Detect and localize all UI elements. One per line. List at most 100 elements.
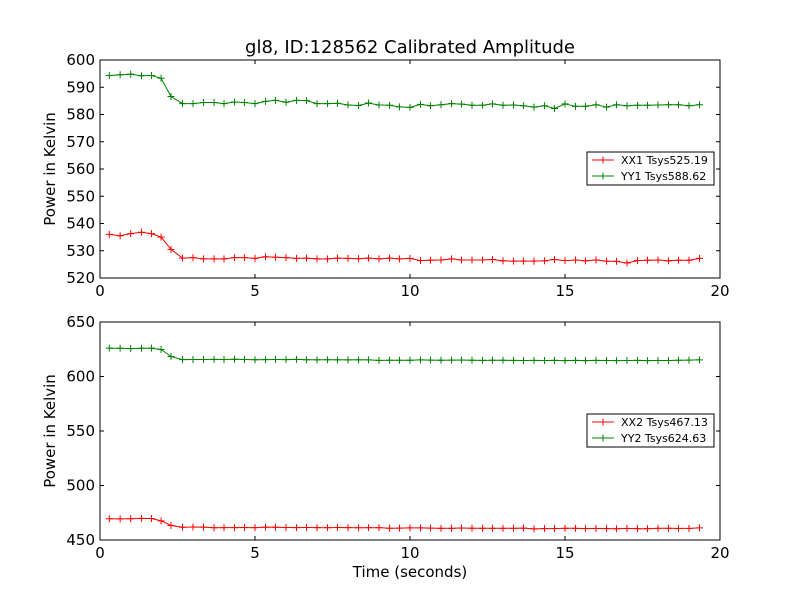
data-point <box>417 524 425 532</box>
data-point <box>561 100 569 108</box>
data-point <box>426 102 434 110</box>
data-point <box>499 257 507 265</box>
data-point <box>488 255 496 263</box>
data-point <box>189 523 197 531</box>
data-point <box>293 254 301 262</box>
data-point <box>364 524 372 532</box>
y-tick-label: 450 <box>66 531 95 549</box>
data-point <box>417 257 425 265</box>
data-point <box>510 257 518 265</box>
data-point <box>437 356 445 364</box>
data-point <box>231 524 239 532</box>
data-point <box>189 100 197 108</box>
data-point <box>550 105 558 113</box>
data-point <box>426 356 434 364</box>
data-point <box>210 99 218 107</box>
data-point <box>157 233 165 241</box>
data-point <box>333 254 341 262</box>
data-point <box>572 102 580 110</box>
data-point <box>251 254 259 262</box>
data-point <box>457 356 465 364</box>
data-point <box>561 257 569 265</box>
data-point <box>572 356 580 364</box>
data-point <box>665 356 673 364</box>
data-point <box>271 355 279 363</box>
x-tick-label: 10 <box>400 544 419 562</box>
data-point <box>271 96 279 104</box>
data-point <box>220 255 228 263</box>
data-point <box>530 356 538 364</box>
data-point <box>375 101 383 109</box>
data-point <box>344 101 352 109</box>
y-tick-label: 650 <box>66 313 95 331</box>
data-point <box>344 356 352 364</box>
data-point <box>479 356 487 364</box>
data-point <box>623 524 631 532</box>
data-point <box>592 356 600 364</box>
data-point <box>479 524 487 532</box>
data-point <box>355 356 363 364</box>
data-point <box>561 524 569 532</box>
data-point <box>375 255 383 263</box>
data-point <box>654 256 662 264</box>
data-point <box>105 72 113 80</box>
data-point <box>364 254 372 262</box>
data-point <box>406 356 414 364</box>
data-point <box>685 524 693 532</box>
data-point <box>541 356 549 364</box>
data-point <box>674 524 682 532</box>
data-point <box>313 356 321 364</box>
data-point <box>282 98 290 106</box>
data-point <box>210 524 218 532</box>
data-point <box>510 524 518 532</box>
data-point <box>147 344 155 352</box>
data-point <box>189 254 197 262</box>
x-tick-label: 0 <box>95 544 105 562</box>
data-point <box>251 524 259 532</box>
data-point <box>302 523 310 531</box>
data-point <box>127 345 135 353</box>
x-tick-label: 5 <box>250 282 260 300</box>
data-point <box>324 524 332 532</box>
data-point <box>395 524 403 532</box>
data-point <box>696 254 704 262</box>
data-point <box>550 255 558 263</box>
data-point <box>231 98 239 106</box>
data-point <box>200 255 208 263</box>
data-point <box>293 355 301 363</box>
y-tick-label: 570 <box>66 133 95 151</box>
legend-label: YY1 Tsys588.62 <box>620 170 706 183</box>
data-point <box>116 515 124 523</box>
data-point <box>147 230 155 238</box>
data-point <box>262 253 270 261</box>
data-point <box>510 101 518 109</box>
data-point <box>581 525 589 533</box>
data-point <box>200 99 208 107</box>
data-point <box>364 99 372 107</box>
x-tick-label: 20 <box>710 282 729 300</box>
data-point <box>231 355 239 363</box>
data-point <box>220 524 228 532</box>
series-line-2 <box>109 347 700 362</box>
data-point <box>696 101 704 109</box>
data-point <box>426 256 434 264</box>
data-point <box>271 523 279 531</box>
data-point <box>541 525 549 533</box>
data-point <box>581 257 589 265</box>
data-point <box>178 523 186 531</box>
data-point <box>426 524 434 532</box>
data-point <box>116 232 124 240</box>
data-point <box>395 255 403 263</box>
x-tick-label: 0 <box>95 282 105 300</box>
legend-marker <box>599 434 607 442</box>
legend-marker <box>599 418 607 426</box>
data-point <box>333 356 341 364</box>
data-point <box>178 356 186 364</box>
data-point <box>178 100 186 108</box>
data-point <box>262 356 270 364</box>
data-point <box>147 515 155 523</box>
data-point <box>302 254 310 262</box>
data-point <box>313 255 321 263</box>
data-point <box>581 357 589 365</box>
data-point <box>488 524 496 532</box>
